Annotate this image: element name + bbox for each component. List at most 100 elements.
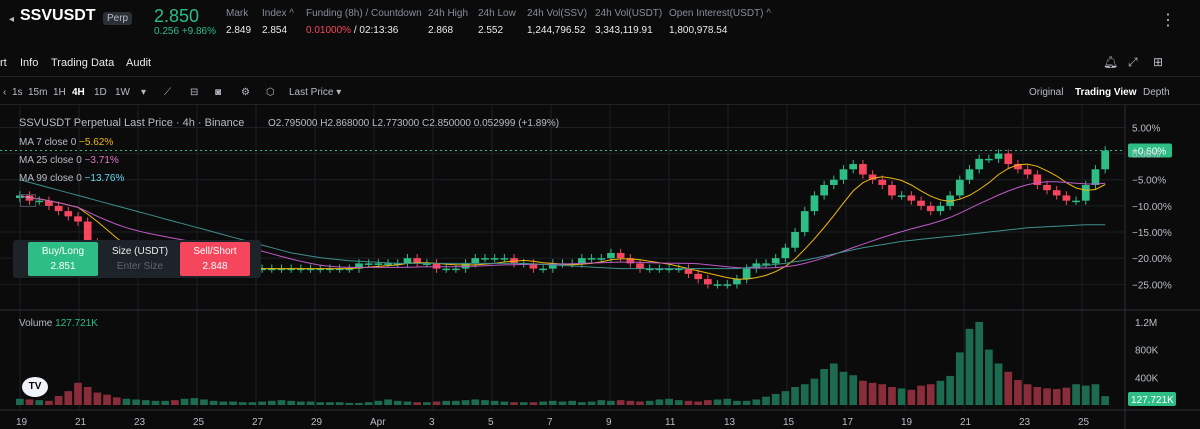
volume-bar <box>839 371 848 405</box>
ma7-legend: MA 7 close 0 −5.62% <box>19 137 114 148</box>
expand-icon[interactable]: ⤢ <box>1128 55 1138 69</box>
quick-order-panel: Buy/Long 2.851 Size (USDT) Enter Size Se… <box>13 240 261 278</box>
candle-body <box>432 263 441 269</box>
candle-body <box>713 284 722 286</box>
indicator-icon[interactable]: ⟋ <box>164 87 171 98</box>
candle-body <box>975 158 984 170</box>
size-input[interactable]: Size (USDT) Enter Size <box>103 242 177 276</box>
candle-body <box>258 268 266 271</box>
volume-bar <box>771 393 780 405</box>
oi-label[interactable]: Open Interest(USDT) ^ <box>669 8 771 19</box>
camera-icon[interactable]: ◙ <box>215 87 222 98</box>
funding-label: Funding (8h) / Countdown <box>306 8 422 19</box>
volume-bar <box>93 392 102 405</box>
index-label[interactable]: Index ^ <box>262 8 294 19</box>
tradingview-logo-icon: TV <box>22 377 48 397</box>
symbol-name[interactable]: SSVUSDT <box>20 7 96 24</box>
buy-long-button[interactable]: Buy/Long 2.851 <box>28 242 98 276</box>
candle-body <box>335 268 344 271</box>
candle-body <box>403 258 412 264</box>
view-depth[interactable]: Depth <box>1143 87 1170 98</box>
candle-body <box>529 263 538 269</box>
candle-body <box>471 258 480 264</box>
volume-bar <box>684 400 693 405</box>
tab-info[interactable]: Info <box>20 57 39 69</box>
price-type-select[interactable]: Last Price ▾ <box>289 87 342 98</box>
more-menu-icon[interactable]: ⋮ <box>1160 12 1176 29</box>
ticker-header: ◂ SSVUSDT Perp 2.850 0.256 +9.86% Mark 2… <box>0 0 1200 44</box>
back-caret-icon[interactable]: ◂ <box>9 14 15 25</box>
candle-body <box>1033 174 1042 185</box>
volume-bar <box>829 363 838 405</box>
toolbar-scroll-left-icon[interactable]: ‹ <box>3 87 7 98</box>
candle-body <box>355 263 363 269</box>
volume-bar <box>132 399 140 405</box>
time-axis-label: 19 <box>901 417 913 428</box>
candle-body <box>490 258 499 260</box>
interval-4h[interactable]: 4H <box>72 87 85 98</box>
volume-bar <box>936 380 945 405</box>
candle-body <box>481 258 489 260</box>
volume-bar <box>238 402 247 405</box>
volume-bar <box>587 401 596 405</box>
layout-icon[interactable]: ⊟ <box>190 87 199 98</box>
tab-trading-data[interactable]: Trading Data <box>51 57 115 69</box>
grid-layout-icon[interactable]: ⊞ <box>1153 55 1164 69</box>
time-axis-label: 29 <box>311 417 323 428</box>
candle-body <box>936 205 945 212</box>
volume-bar <box>994 363 1003 405</box>
collapse-legend-icon[interactable]: ⌃ <box>20 194 37 207</box>
candle-body <box>306 268 315 271</box>
volume-bar <box>1091 384 1100 405</box>
tab-audit[interactable]: Audit <box>126 57 152 69</box>
price-chart[interactable]: +0.60% 5.00% 0.00% −5.00% −10.00% −15.00% −20.… <box>0 105 1200 429</box>
interval-1d[interactable]: 1D <box>94 87 107 98</box>
settings-icon[interactable]: ⚙ <box>241 87 250 98</box>
price-axis-label: −25.00% <box>1132 280 1172 291</box>
volume-bar <box>297 401 305 405</box>
volume-bar <box>645 400 654 405</box>
price-axis-label: 0.00% <box>1132 150 1160 161</box>
time-axis-label: 11 <box>665 417 676 428</box>
volume-bar <box>103 394 111 405</box>
candle-body <box>1043 184 1051 191</box>
time-axis-label: 3 <box>429 417 435 428</box>
candle-body <box>74 216 82 222</box>
hexagon-icon[interactable]: ⬡ <box>266 87 275 98</box>
mark-value: 2.849 <box>226 25 252 36</box>
low-label: 24h Low <box>478 8 516 19</box>
price-axis-label: −15.00% <box>1132 228 1172 239</box>
tab-chart[interactable]: rt <box>0 57 7 69</box>
candle-body <box>384 263 392 265</box>
vol-usdt-label: 24h Vol(USDT) <box>595 8 663 19</box>
candle-body <box>645 268 654 271</box>
volume-bar <box>16 398 24 405</box>
volume-legend: Volume 127.721K <box>19 318 98 329</box>
candle-body <box>442 268 451 271</box>
volume-bar <box>926 384 935 405</box>
candle-body <box>684 268 693 274</box>
interval-1h[interactable]: 1H <box>53 87 66 98</box>
price-axis-label: −10.00% <box>1132 202 1172 213</box>
volume-bar <box>200 399 208 405</box>
volume-bar <box>975 321 984 405</box>
volume-bar <box>713 399 722 405</box>
candle-body <box>452 268 460 271</box>
interval-1w[interactable]: 1W <box>115 87 130 98</box>
ma99-legend: MA 99 close 0 −13.76% <box>19 173 125 184</box>
volume-bar <box>1043 388 1051 405</box>
alert-bell-icon[interactable]: 🔔︎ <box>1103 55 1119 69</box>
index-value: 2.854 <box>262 25 288 36</box>
sell-short-button[interactable]: Sell/Short 2.848 <box>180 242 250 276</box>
volume-bar <box>384 399 392 405</box>
volume-bar <box>190 398 199 405</box>
candle-body <box>1101 150 1109 170</box>
interval-15m[interactable]: 15m <box>28 87 48 98</box>
volume-bar <box>364 402 373 405</box>
interval-dropdown-icon[interactable]: ▾ <box>141 87 147 98</box>
candle-body <box>45 200 53 206</box>
candle-body <box>800 211 809 233</box>
interval-1s[interactable]: 1s <box>12 87 23 98</box>
view-trading-view[interactable]: Trading View <box>1075 87 1137 98</box>
view-original[interactable]: Original <box>1029 87 1064 98</box>
